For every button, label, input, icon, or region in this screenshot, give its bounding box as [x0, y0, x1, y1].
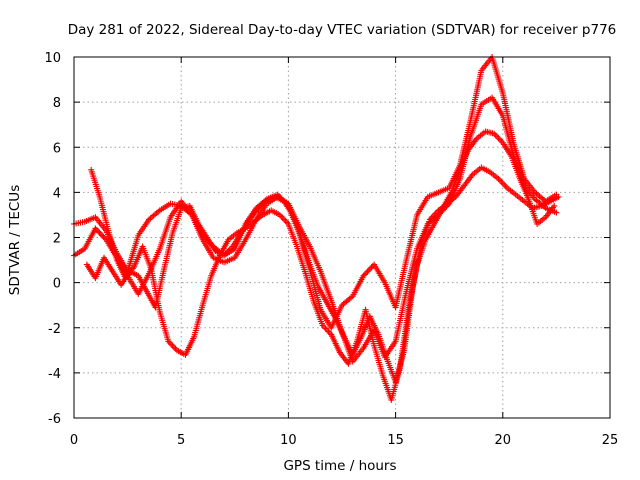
y-tick-label: 4 — [53, 186, 61, 201]
chart-title: Day 281 of 2022, Sidereal Day-to-day VTE… — [68, 22, 617, 38]
y-tick-label: -6 — [48, 412, 61, 427]
data-point — [495, 135, 502, 142]
y-tick-label: 0 — [53, 277, 61, 292]
data-point — [92, 225, 99, 232]
data-point — [367, 265, 374, 272]
data-point — [168, 341, 175, 348]
data-point — [496, 177, 503, 184]
x-tick-label: 15 — [387, 433, 404, 448]
x-tick-label: 5 — [177, 433, 185, 448]
tick-labels: 0 5 10 15 20 25 -6 -4 -2 0 2 4 6 8 10 — [44, 51, 618, 448]
data-point — [279, 214, 286, 221]
x-tick-label: 0 — [70, 433, 78, 448]
data-point — [325, 328, 332, 335]
data-point — [360, 272, 367, 279]
data-point — [101, 235, 108, 242]
x-tick-label: 25 — [602, 433, 619, 448]
y-tick-label: 10 — [44, 51, 61, 66]
y-tick-label: 8 — [53, 96, 61, 111]
x-axis-title: GPS time / hours — [283, 458, 396, 474]
data-point — [99, 232, 106, 239]
data-point — [281, 216, 288, 223]
data-point — [93, 226, 100, 233]
data-point — [501, 181, 508, 188]
data-point — [363, 270, 370, 277]
y-tick-label: 6 — [53, 141, 61, 156]
data-point — [502, 183, 509, 190]
data-point — [282, 217, 289, 224]
y-tick-label: -2 — [48, 322, 61, 337]
x-tick-label: 20 — [495, 433, 512, 448]
data-point — [361, 271, 368, 278]
data-points — [71, 54, 562, 403]
data-point — [96, 229, 103, 236]
data-point — [368, 264, 375, 271]
data-point — [551, 202, 558, 209]
data-point — [100, 233, 107, 240]
data-point — [496, 136, 503, 143]
x-tick-label: 10 — [280, 433, 297, 448]
data-point — [498, 178, 505, 185]
y-tick-label: 2 — [53, 232, 61, 247]
data-point — [555, 193, 562, 200]
data-point — [95, 228, 102, 235]
grid-lines — [74, 57, 610, 418]
data-point — [364, 268, 371, 275]
data-point — [365, 267, 372, 274]
data-point — [494, 133, 501, 140]
data-point — [499, 180, 506, 187]
data-point — [97, 231, 104, 238]
y-axis-title: SDTVAR / TECUs — [7, 185, 23, 295]
data-point — [171, 344, 178, 351]
data-point — [553, 209, 560, 216]
axis-ticks — [73, 56, 611, 419]
data-point — [169, 342, 176, 349]
y-tick-label: -4 — [48, 367, 61, 382]
series-track-4 — [83, 164, 562, 385]
